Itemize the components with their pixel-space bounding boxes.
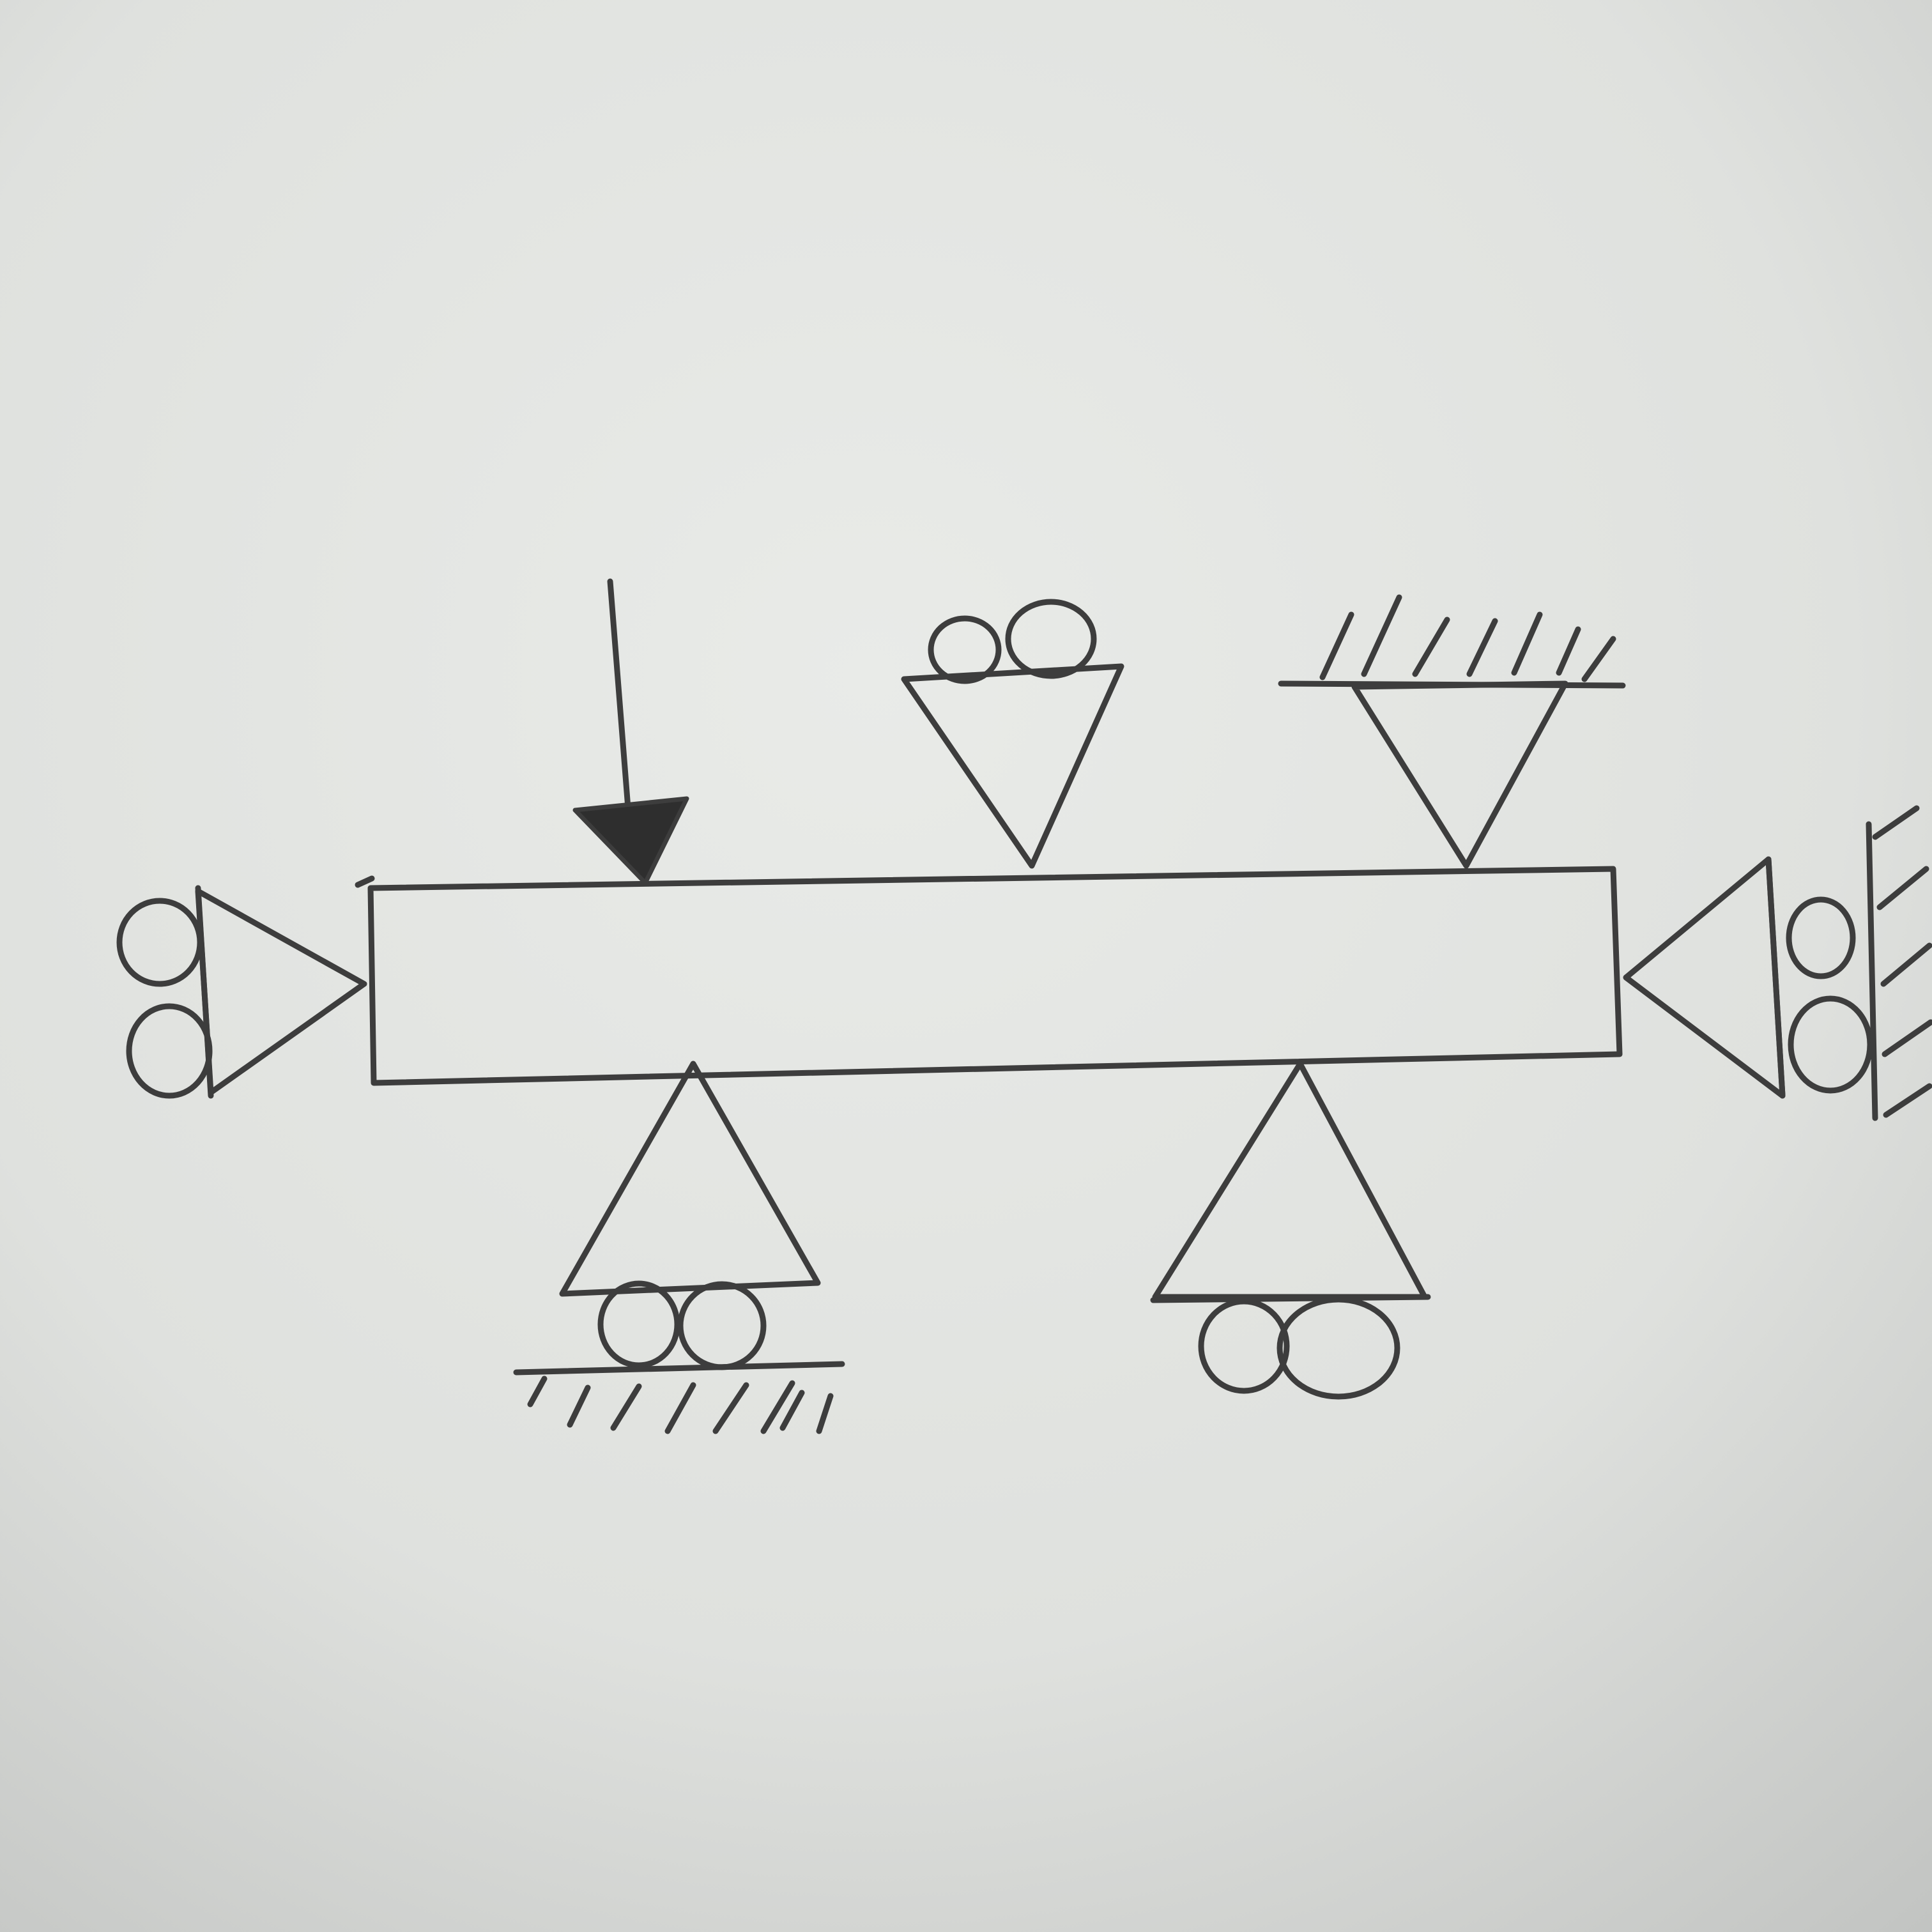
right-wheel-bottom [1788, 995, 1873, 1094]
bottom-ground-hatching [527, 1376, 834, 1434]
load-arrow-head [572, 796, 689, 885]
top-pinned-support [1278, 594, 1626, 869]
right-base-line [1765, 856, 1786, 1099]
pencil-drawing [116, 578, 1932, 1434]
bottom-left-wheel-left [597, 1280, 680, 1368]
bottom-left-triangle [559, 1061, 821, 1297]
top-ground-line [1278, 680, 1626, 689]
top-roller-wheel-right [1005, 599, 1097, 679]
load-arrow-shaft [607, 578, 632, 827]
bottom-roller-support [1150, 1061, 1431, 1400]
point-load [572, 578, 689, 885]
right-wheel-top [1786, 896, 1856, 979]
right-wall-hatching [1872, 805, 1932, 1118]
right-roller-wall-support [1623, 805, 1932, 1121]
beam-left-end-tick [355, 875, 375, 888]
beam [367, 866, 1623, 1086]
bottom-roller-on-ground-support [513, 1061, 845, 1434]
left-wheel-bottom [126, 1003, 213, 1099]
left-wheel-top [116, 898, 203, 987]
top-ground-hatching [1319, 594, 1616, 682]
top-roller-wheel-left [928, 615, 1002, 684]
left-roller-support [116, 885, 367, 1099]
bottom-ground-line [513, 1361, 845, 1376]
top-roller-triangle [901, 663, 1124, 869]
right-wall-line [1866, 821, 1878, 1121]
top-roller-support [901, 599, 1124, 869]
bottom-right-base-line [1150, 1294, 1431, 1303]
